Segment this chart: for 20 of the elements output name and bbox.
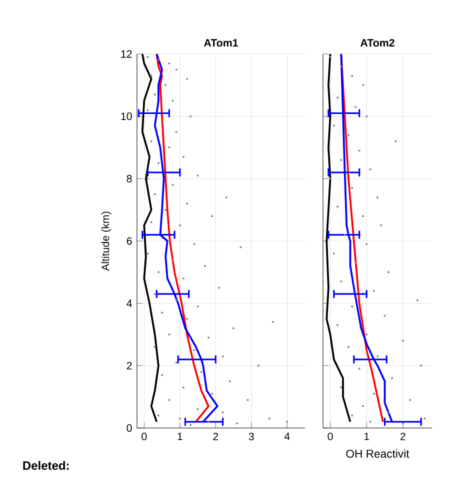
x-tick-label: 1 xyxy=(178,432,182,440)
y-axis-title: Altitude (km) xyxy=(101,212,112,271)
x-axis-title: OH Reactivit xyxy=(346,449,410,458)
x-tick-label: 3 xyxy=(248,432,254,440)
text: Deleted: xyxy=(23,460,69,470)
y-tick-label: 10 xyxy=(121,112,132,120)
x-tick-label: 2 xyxy=(400,432,406,440)
chart-title: ATom1 xyxy=(204,39,238,47)
y-tick-label: 0 xyxy=(126,424,132,432)
chart-title: ATom2 xyxy=(360,39,394,47)
x-tick-label: 0 xyxy=(142,432,147,440)
x-tick-label: 2 xyxy=(213,432,218,440)
y-tick-label: 8 xyxy=(126,174,132,182)
y-tick-label: 2 xyxy=(126,362,132,370)
x-tick-label: 1 xyxy=(364,432,370,440)
y-tick-label: 6 xyxy=(126,237,132,245)
x-tick-label: 0 xyxy=(328,432,333,440)
y-tick-label: 4 xyxy=(126,300,132,307)
x-tick-label: 4 xyxy=(284,432,290,440)
y-tick-label: 12 xyxy=(121,50,132,58)
